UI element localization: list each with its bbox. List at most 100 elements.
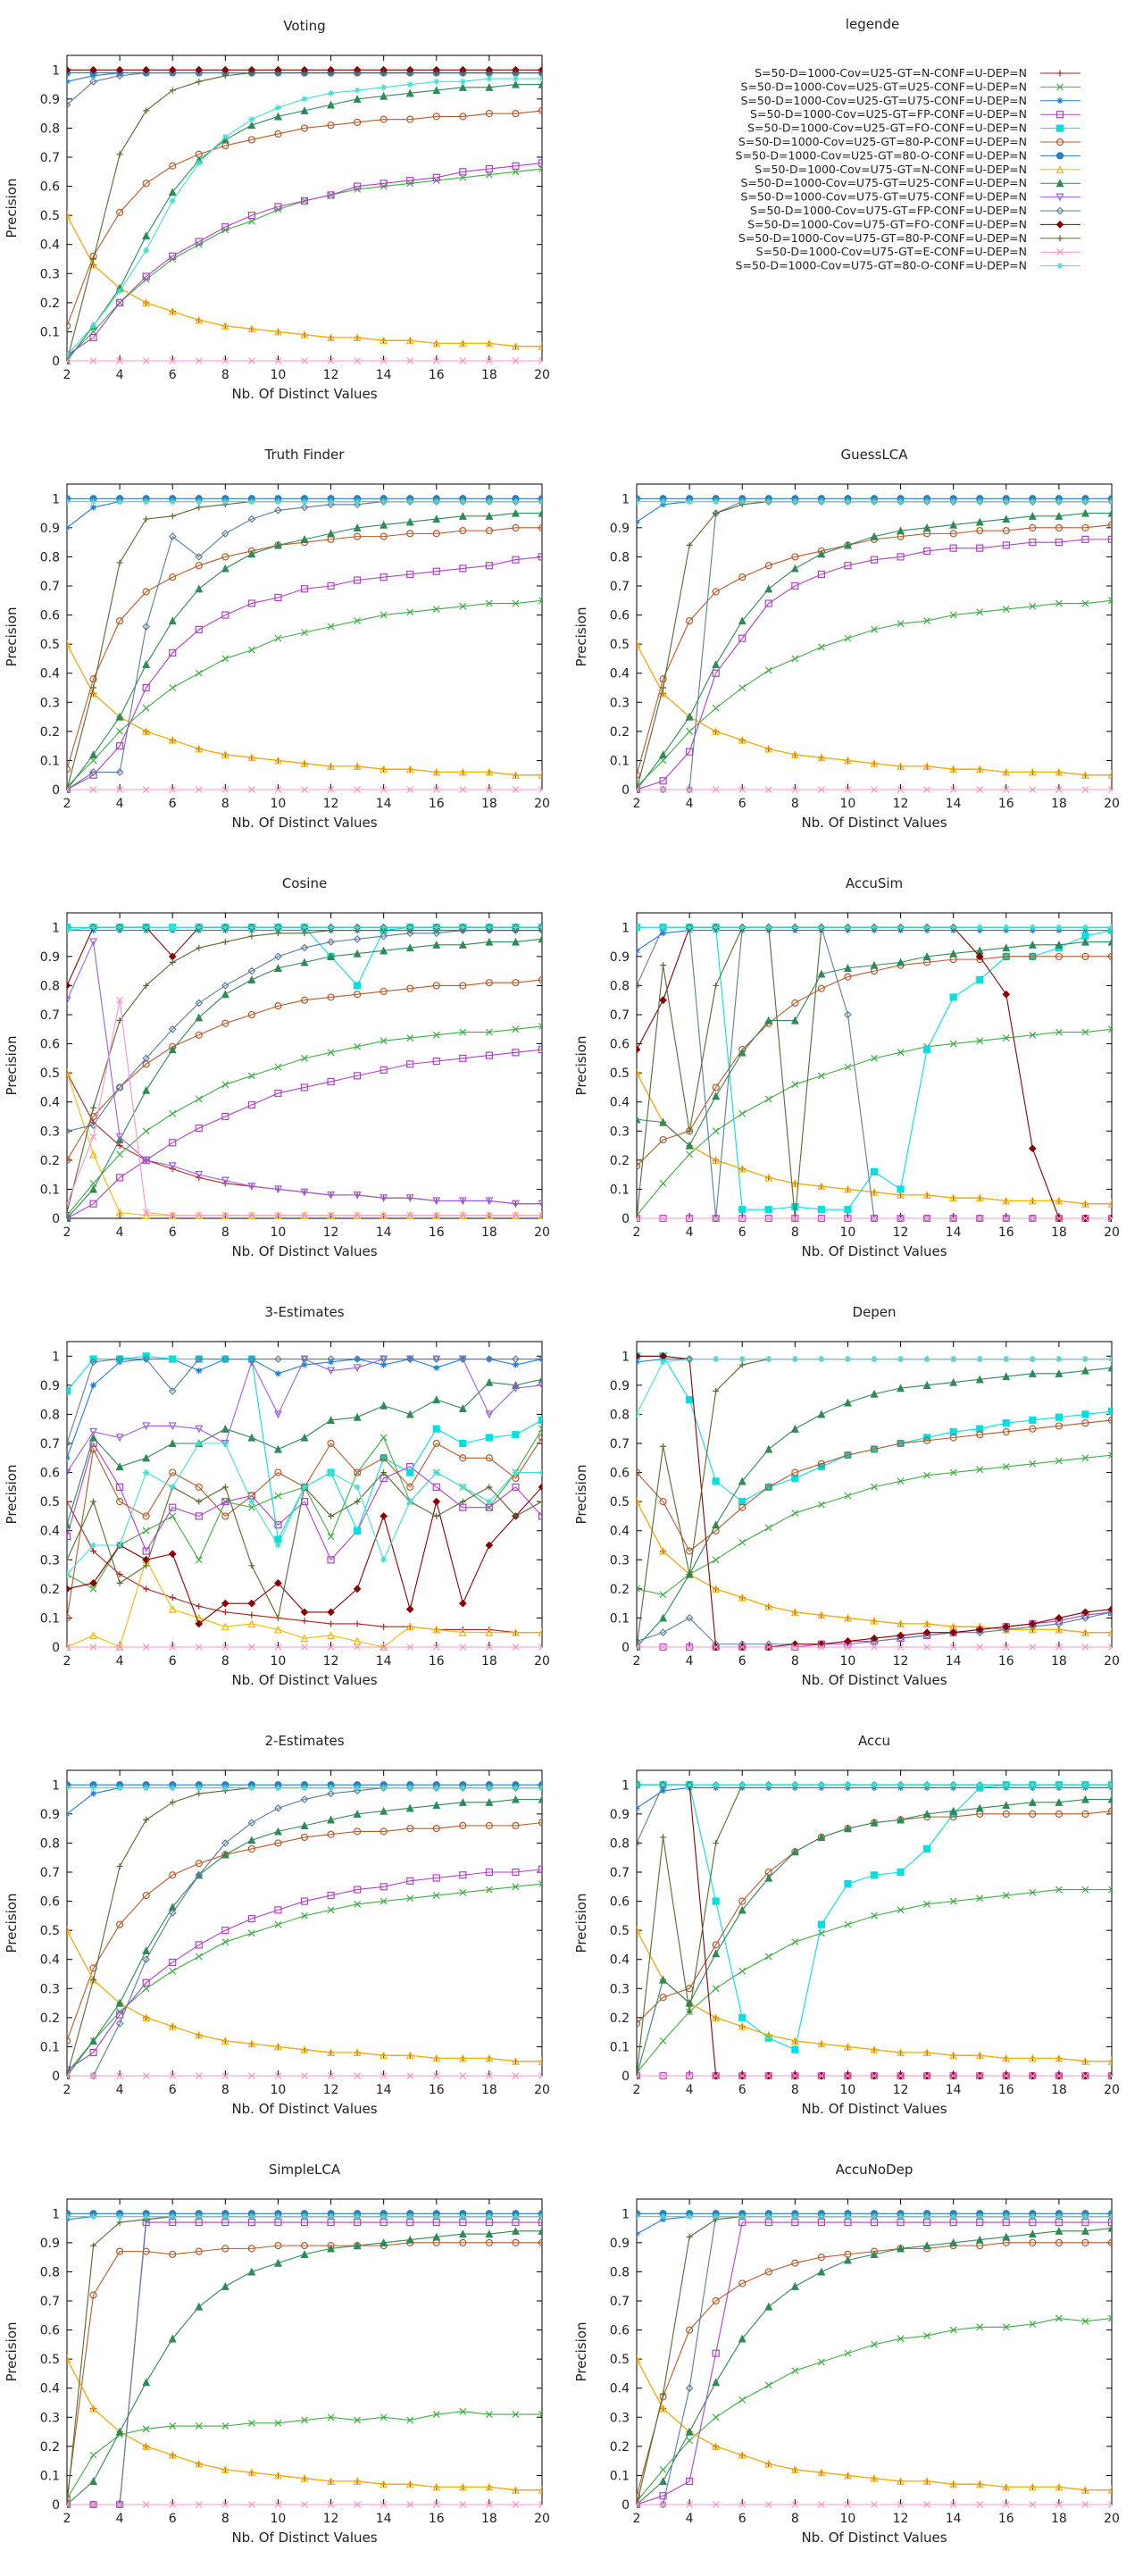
data-point — [1081, 2238, 1089, 2246]
data-point — [897, 1439, 905, 1448]
y-tick-label: 0.6 — [610, 2324, 630, 2338]
data-point — [1081, 1215, 1089, 1222]
data-point — [870, 960, 879, 969]
data-point — [871, 1215, 878, 1222]
data-point — [660, 924, 667, 931]
data-point — [143, 2213, 150, 2221]
data-point — [1029, 2213, 1036, 2221]
data-point — [738, 2013, 747, 2021]
data-point — [897, 762, 905, 771]
data-point — [432, 1892, 440, 1899]
series-line — [637, 1358, 1112, 1648]
data-point — [116, 1542, 123, 1549]
data-point — [247, 357, 255, 364]
data-point — [247, 136, 255, 144]
data-point — [406, 1498, 413, 1505]
data-point — [764, 2030, 773, 2039]
x-tick-label: 14 — [376, 1225, 392, 1240]
data-point — [897, 2072, 905, 2079]
data-point — [538, 1865, 542, 1873]
data-point — [976, 1037, 984, 1045]
data-point — [301, 1643, 308, 1651]
data-point — [923, 1781, 930, 1788]
data-point — [922, 1631, 931, 1640]
data-point — [380, 532, 388, 540]
data-point — [538, 1381, 542, 1390]
data-point — [274, 1521, 282, 1529]
data-point — [512, 1431, 520, 1439]
data-point — [712, 1091, 721, 1100]
data-point — [459, 2407, 467, 2415]
data-point — [922, 1214, 931, 1222]
data-point — [195, 1860, 203, 1868]
data-point — [1002, 1214, 1011, 1222]
data-point — [406, 786, 414, 793]
legend-label: S=50-D=1000-Cov=U75-GT=FP-CONF=U-DEP=N — [750, 204, 1027, 217]
data-point — [327, 69, 335, 77]
data-point — [354, 1468, 362, 1476]
data-point — [405, 1605, 414, 1614]
data-point — [512, 2238, 520, 2246]
data-point — [221, 553, 229, 561]
data-point — [221, 1785, 229, 1792]
data-point — [923, 786, 931, 793]
data-point — [870, 1187, 879, 1196]
data-point — [67, 1520, 71, 1529]
series-line — [67, 1869, 542, 2070]
data-point — [405, 2235, 414, 2244]
data-point — [738, 573, 747, 581]
data-point — [327, 1643, 335, 1651]
data-point — [712, 1127, 720, 1135]
data-point — [870, 1445, 879, 1453]
data-point — [67, 1468, 71, 1477]
data-point — [405, 88, 414, 97]
data-point — [765, 498, 772, 506]
data-point — [380, 91, 388, 100]
data-point — [923, 1900, 931, 1908]
data-point — [142, 660, 151, 669]
data-point — [247, 1844, 255, 1853]
data-point — [976, 2072, 984, 2079]
data-point — [406, 357, 414, 364]
data-point — [327, 1211, 335, 1219]
data-point — [660, 684, 667, 691]
data-point — [300, 958, 309, 966]
data-point — [459, 1871, 467, 1879]
series-line — [637, 1072, 1112, 1205]
y-tick-label: 0.4 — [40, 238, 60, 253]
data-point — [949, 786, 957, 793]
data-point — [923, 1471, 931, 1479]
x-tick-label: 20 — [1104, 2083, 1120, 2097]
data-point — [922, 1628, 931, 1637]
data-point — [432, 1625, 441, 1634]
data-point — [458, 1197, 467, 1206]
data-point — [115, 1462, 124, 1471]
data-point — [67, 322, 71, 330]
data-point — [923, 2501, 931, 2508]
data-point — [485, 1868, 493, 1877]
data-point — [195, 1643, 203, 1651]
data-point — [116, 1498, 124, 1506]
data-point — [897, 1906, 905, 1914]
data-point — [1055, 2226, 1064, 2235]
data-point — [327, 2072, 335, 2079]
data-point — [1080, 2485, 1089, 2494]
y-tick-label: 1 — [52, 2207, 60, 2221]
data-point — [353, 1636, 362, 1645]
data-point — [844, 1215, 852, 1222]
data-point — [817, 1780, 826, 1789]
data-point — [67, 2500, 71, 2508]
y-tick-label: 0.6 — [40, 1467, 60, 1481]
data-point — [764, 1953, 772, 1961]
data-point — [195, 2422, 203, 2430]
data-point — [142, 1512, 150, 1520]
data-point — [738, 1897, 747, 1905]
data-point — [380, 1454, 388, 1462]
data-point — [659, 2465, 667, 2473]
data-point — [221, 1019, 229, 1027]
data-point — [116, 924, 123, 931]
x-tick-label: 18 — [1051, 2512, 1067, 2526]
data-point — [115, 2020, 124, 2028]
data-point — [1081, 1781, 1089, 1788]
